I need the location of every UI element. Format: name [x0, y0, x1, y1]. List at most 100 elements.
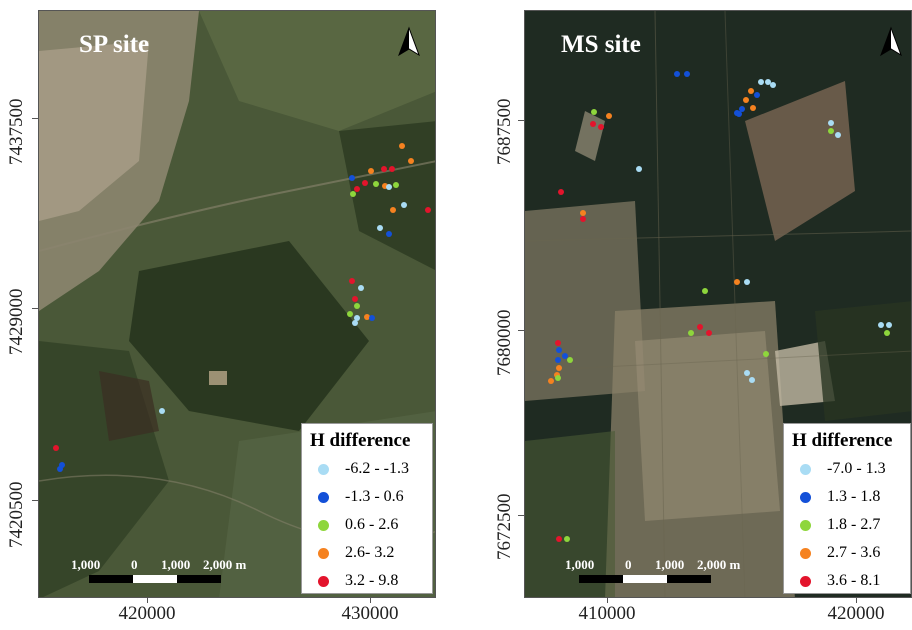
- sp-scale-bar: 1,000 0 1,000 2,000 m: [71, 557, 271, 587]
- sample-point: [57, 466, 63, 472]
- sample-point: [354, 303, 360, 309]
- legend-label: 1.8 - 2.7: [827, 516, 881, 533]
- ms-sample-points: [548, 71, 892, 542]
- legend-swatch: [800, 547, 811, 559]
- legend-item: -1.3 - 0.6: [310, 483, 424, 511]
- sp-site-title: SP site: [79, 31, 150, 58]
- legend-item: -7.0 - 1.3: [792, 455, 902, 483]
- legend-label: 1.3 - 1.8: [827, 488, 881, 505]
- sample-point: [590, 121, 596, 127]
- legend-swatch: [318, 491, 329, 503]
- sample-point: [754, 92, 760, 98]
- legend-item: 3.2 - 9.8: [310, 567, 424, 595]
- scale-label: 0: [131, 557, 138, 572]
- sample-point: [636, 166, 642, 172]
- sample-point: [736, 111, 742, 117]
- sample-point: [159, 408, 165, 414]
- x-tick-mark: [607, 598, 608, 603]
- legend-label: -1.3 - 0.6: [345, 488, 404, 505]
- sample-point: [580, 216, 586, 222]
- sample-point: [580, 210, 586, 216]
- sample-point: [377, 225, 383, 231]
- y-tick-mark: [32, 308, 38, 309]
- sample-point: [744, 279, 750, 285]
- sample-point: [739, 106, 745, 112]
- y-tick-label: 7437500: [6, 98, 27, 166]
- x-tick-label: 420000: [827, 603, 885, 624]
- scale-segment: [667, 575, 711, 583]
- legend-swatch: [800, 519, 811, 531]
- x-tick-mark: [856, 598, 857, 603]
- sample-point: [697, 324, 703, 330]
- sample-point: [556, 536, 562, 542]
- sample-point: [358, 285, 364, 291]
- legend-item: 0.6 - 2.6: [310, 511, 424, 539]
- sample-point: [706, 330, 712, 336]
- sample-point: [399, 143, 405, 149]
- scale-label: 1,000: [565, 557, 595, 572]
- scale-label: 1,000: [161, 557, 191, 572]
- sample-point: [702, 288, 708, 294]
- scale-label: 1,000: [71, 557, 101, 572]
- sample-point: [828, 120, 834, 126]
- x-tick-mark: [147, 598, 148, 603]
- sample-point: [352, 320, 358, 326]
- legend-label: -6.2 - -1.3: [345, 460, 409, 477]
- legend-swatch: [318, 575, 329, 587]
- sample-point: [408, 158, 414, 164]
- legend-title: H difference: [310, 430, 411, 451]
- legend-item: 2.7 - 3.6: [792, 539, 902, 567]
- scale-segment: [133, 575, 177, 583]
- sample-point: [368, 168, 374, 174]
- x-tick-label: 410000: [578, 603, 636, 624]
- sample-point: [349, 278, 355, 284]
- legend-label: 0.6 - 2.6: [345, 516, 399, 533]
- sample-point: [763, 351, 769, 357]
- legend-label: 3.2 - 9.8: [345, 572, 399, 589]
- y-tick-mark: [32, 500, 38, 501]
- sample-point: [734, 279, 740, 285]
- y-tick-mark: [32, 118, 38, 119]
- sample-point: [765, 79, 771, 85]
- sample-point: [749, 377, 755, 383]
- x-tick-label: 430000: [341, 603, 399, 624]
- y-tick-label: 7429000: [6, 288, 27, 356]
- sample-point: [743, 97, 749, 103]
- sample-point: [401, 202, 407, 208]
- legend-swatch: [800, 575, 811, 587]
- sample-point: [562, 353, 568, 359]
- sample-point: [684, 71, 690, 77]
- sample-point: [674, 71, 680, 77]
- sample-point: [425, 207, 431, 213]
- scale-segment: [623, 575, 667, 583]
- y-tick-label: 7672500: [494, 493, 515, 561]
- sample-point: [835, 132, 841, 138]
- scale-label: 1,000: [655, 557, 685, 572]
- legend-label: 2.7 - 3.6: [827, 544, 881, 561]
- y-tick-mark: [518, 515, 524, 516]
- sample-point: [548, 378, 554, 384]
- sample-point: [878, 322, 884, 328]
- legend-label: 3.6 - 8.1: [827, 572, 881, 589]
- sample-point: [555, 357, 561, 363]
- sample-point: [591, 109, 597, 115]
- sample-point: [758, 79, 764, 85]
- scale-segment: [579, 575, 623, 583]
- y-tick-label: 7680000: [494, 309, 515, 377]
- sample-point: [349, 175, 355, 181]
- legend-title: H difference: [792, 430, 893, 451]
- north-arrow-icon: [398, 26, 420, 57]
- sample-point: [347, 311, 353, 317]
- sample-point: [555, 340, 561, 346]
- sp-legend: H difference -6.2 - -1.3 -1.3 - 0.6 0.6 …: [301, 423, 433, 594]
- sample-point: [556, 347, 562, 353]
- scale-label: 0: [625, 557, 632, 572]
- scale-segment: [89, 575, 133, 583]
- sample-point: [770, 82, 776, 88]
- ms-site-map: MS site H difference -7.0 - 1.3 1.3 - 1.…: [524, 10, 912, 598]
- sample-point: [354, 186, 360, 192]
- north-arrow-icon: [880, 26, 902, 57]
- sample-point: [556, 365, 562, 371]
- legend-swatch: [318, 519, 329, 531]
- sample-point: [886, 322, 892, 328]
